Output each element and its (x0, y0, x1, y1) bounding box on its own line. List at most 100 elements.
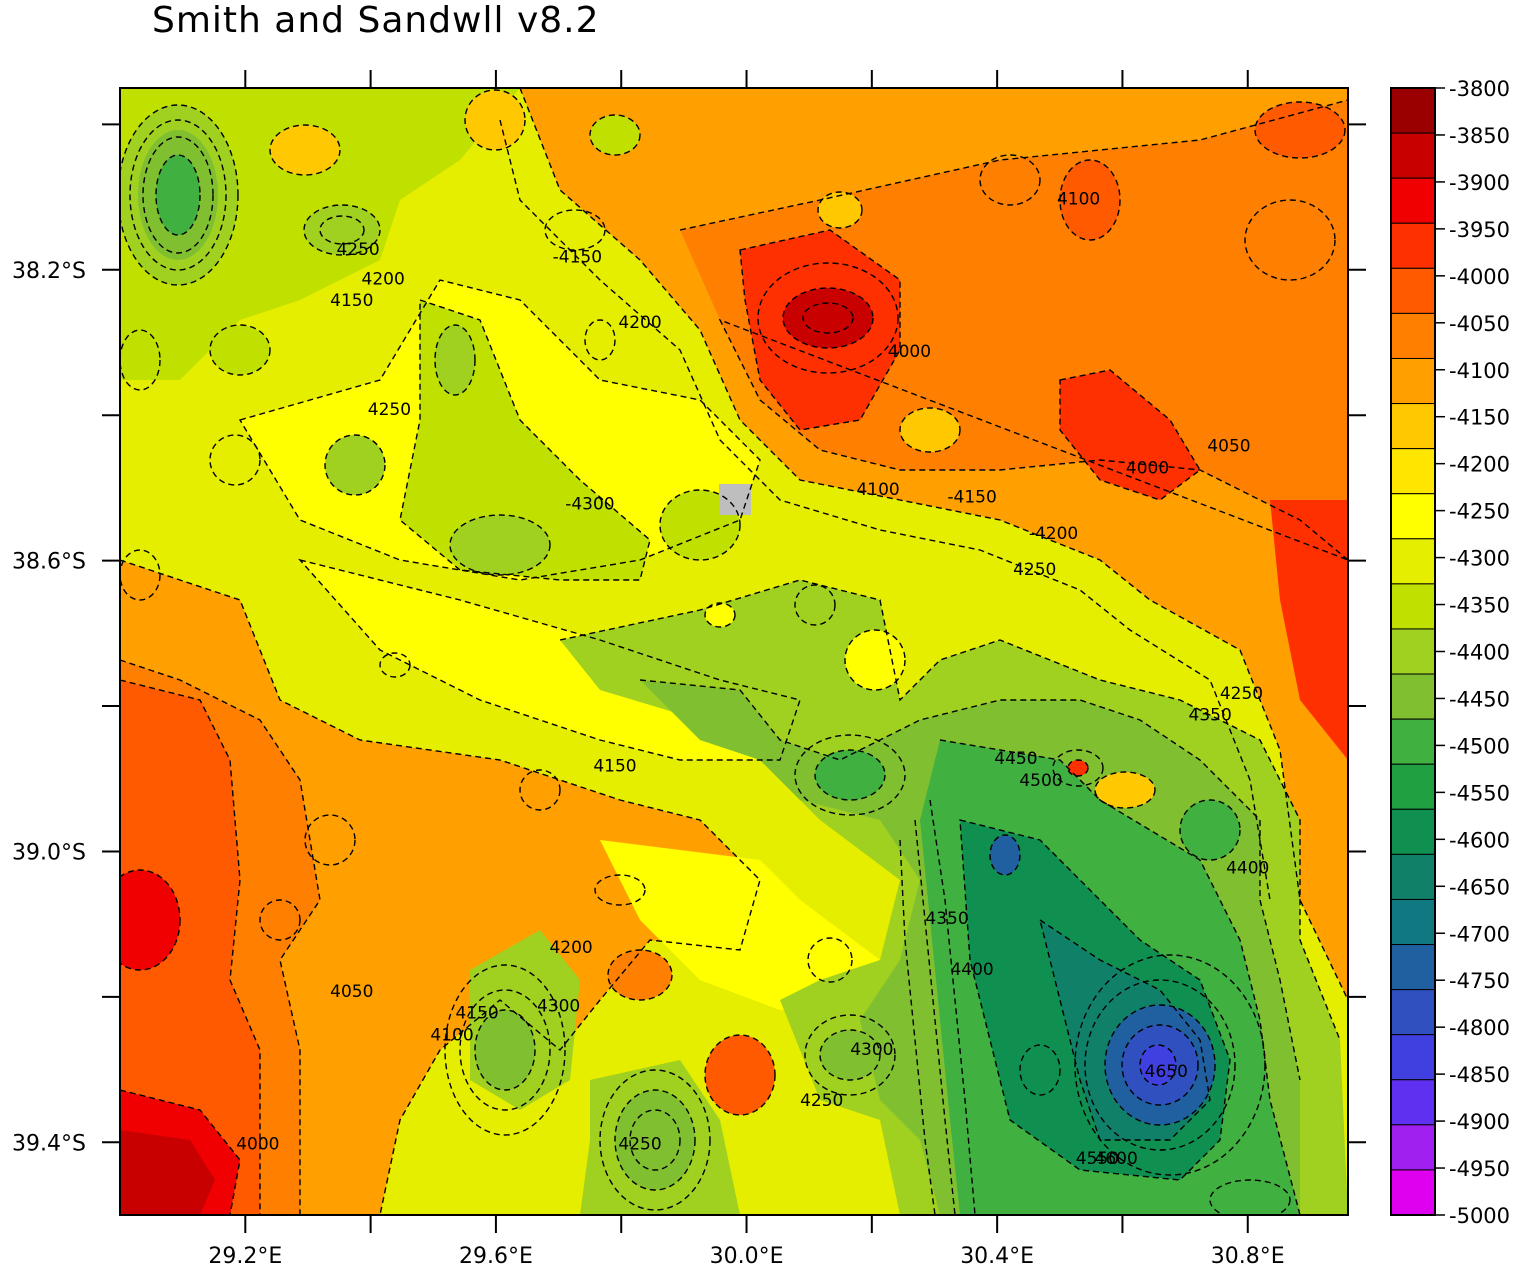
contour-label: -4300 (565, 495, 614, 515)
colorbar-swatch (1390, 267, 1436, 314)
colorbar-label: -5000 (1449, 1204, 1510, 1228)
colorbar-label: -4350 (1449, 594, 1510, 618)
colorbar-swatch (1390, 1034, 1436, 1081)
colorbar-label: -4050 (1449, 312, 1510, 336)
contour-label: 4150 (455, 1004, 498, 1024)
axis-tick-labels: 29.2°E 29.6°E 30.0°E 30.4°E 30.8°E 38.2°S 38.6… (12, 259, 1285, 1269)
contour-label: 4000 (888, 342, 931, 362)
colorbar-label: -4450 (1449, 687, 1510, 711)
contour-label: 4200 (618, 313, 661, 333)
contour-label: -4150 (947, 487, 996, 507)
contour-label: 4250 (336, 240, 379, 260)
contour-label: 4150 (330, 291, 373, 311)
plot-frame (119, 87, 1349, 1216)
contour-label: 4450 (994, 749, 1037, 769)
y-tick-label: 38.2°S (12, 259, 86, 284)
colorbar-label: -4000 (1449, 265, 1510, 289)
colorbar-label: -4700 (1449, 922, 1510, 946)
colorbar-label: -4750 (1449, 969, 1510, 993)
x-tick-label: 30.8°E (1211, 1244, 1285, 1269)
contour-label: 4200 (362, 269, 405, 289)
colorbar-label: -4600 (1449, 828, 1510, 852)
y-tick-label: 38.6°S (12, 550, 86, 575)
contour-label: 4100 (1057, 189, 1100, 209)
colorbar-swatch (1390, 493, 1436, 540)
colorbar-label: -3850 (1449, 124, 1510, 148)
colorbar-swatch (1390, 853, 1436, 900)
colorbar-swatch (1390, 132, 1436, 179)
contour-label: 4300 (537, 996, 580, 1016)
colorbar-label: -4500 (1449, 734, 1510, 758)
colorbar-label: -4400 (1449, 641, 1510, 665)
contour-label: 4400 (950, 960, 993, 980)
colorbar-label: -4900 (1449, 1110, 1510, 1134)
colorbar-swatch (1390, 177, 1436, 224)
contour-label: 4350 (925, 909, 968, 929)
contour-label: 4250 (800, 1091, 843, 1111)
colorbar-swatch (1390, 312, 1436, 359)
contour-label: 4250 (618, 1135, 661, 1155)
contour-label: 4250 (368, 400, 411, 420)
colorbar-swatch (1390, 628, 1436, 675)
contour-label: 4200 (549, 938, 592, 958)
colorbar-label: -4650 (1449, 875, 1510, 899)
colorbar-swatch (1390, 1169, 1436, 1216)
contour-label: 4050 (1207, 437, 1250, 457)
colorbar-label: -3950 (1449, 218, 1510, 242)
colorbar-swatch (1390, 87, 1436, 134)
x-tick-label: 29.6°E (459, 1244, 533, 1269)
colorbar-swatch (1390, 357, 1436, 405)
colorbar-label: -4800 (1449, 1016, 1510, 1040)
colorbar-label: -4100 (1449, 359, 1510, 383)
colorbar-label: -4950 (1449, 1157, 1510, 1181)
plot-title: Smith and Sandwll v8.2 (152, 0, 600, 41)
contour-label: 4000 (1126, 458, 1169, 478)
contour-label: 4250 (1013, 560, 1056, 580)
colorbar-label: -3800 (1449, 77, 1510, 101)
colorbar: -3800 -3850 -3900 -3950 -4000 -4050 -4100 -4150… (1390, 77, 1510, 1228)
y-tick-label: 39.0°S (12, 840, 86, 865)
contour-label: 4350 (1189, 706, 1232, 726)
colorbar-swatch (1390, 989, 1436, 1036)
colorbar-swatch (1390, 808, 1436, 855)
contour-label: 4650 (1145, 1062, 1188, 1082)
colorbar-swatch (1390, 763, 1436, 810)
contour-label: 4400 (1226, 858, 1269, 878)
colorbar-swatch (1390, 1079, 1436, 1126)
colorbar-label: -4150 (1449, 406, 1510, 430)
colorbar-swatch (1390, 944, 1436, 991)
contour-label: 4100 (856, 480, 899, 500)
colorbar-swatch (1390, 222, 1436, 269)
colorbar-label: -3900 (1449, 171, 1510, 195)
contour-label: 4050 (330, 982, 373, 1002)
bathymetry-field (120, 88, 1348, 1215)
contour-label: 4100 (430, 1025, 473, 1045)
contour-labels: -415042004250420041504250400041004050400… (236, 189, 1269, 1169)
colorbar-label: -4200 (1449, 453, 1510, 477)
contour-lines (120, 88, 1348, 1215)
contour-label: 4000 (236, 1135, 279, 1155)
colorbar-swatch (1390, 538, 1436, 585)
colorbar-swatch (1390, 1124, 1436, 1171)
x-tick-label: 30.4°E (960, 1244, 1034, 1269)
axis-ticks (102, 70, 1366, 1233)
colorbar-label: -4850 (1449, 1063, 1510, 1087)
x-tick-label: 30.0°E (710, 1244, 784, 1269)
x-tick-label: 29.2°E (208, 1244, 282, 1269)
colorbar-swatch (1390, 583, 1436, 630)
colorbar-swatch (1390, 718, 1436, 765)
colorbar-swatch (1390, 448, 1436, 495)
contour-label: 4150 (593, 756, 636, 776)
colorbar-label: -4550 (1449, 781, 1510, 805)
contour-label: 4500 (1019, 771, 1062, 791)
contour-label: 4250 (1220, 684, 1263, 704)
colorbar-swatch (1390, 898, 1436, 946)
colorbar-label: -4250 (1449, 500, 1510, 524)
colorbar-swatch (1390, 673, 1436, 720)
contour-label: 4300 (850, 1040, 893, 1060)
colorbar-label: -4300 (1449, 547, 1510, 571)
contour-label: 4550 (1076, 1149, 1119, 1169)
contour-label: -4150 (553, 248, 602, 268)
contour-label: 4600 (1095, 1149, 1138, 1169)
